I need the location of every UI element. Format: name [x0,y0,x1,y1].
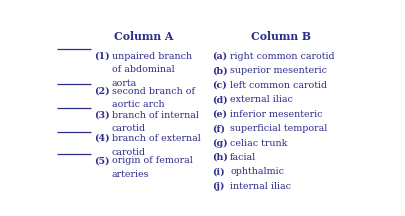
Text: unpaired branch: unpaired branch [112,52,192,61]
Text: right common carotid: right common carotid [230,52,335,61]
Text: (f): (f) [212,124,225,133]
Text: (e): (e) [212,110,227,119]
Text: external iliac: external iliac [230,95,293,104]
Text: (d): (d) [212,95,228,104]
Text: aorta: aorta [112,79,137,88]
Text: (5): (5) [94,156,109,165]
Text: (1): (1) [94,52,110,61]
Text: internal iliac: internal iliac [230,182,291,191]
Text: (a): (a) [212,52,227,61]
Text: celiac trunk: celiac trunk [230,138,288,148]
Text: superficial temporal: superficial temporal [230,124,328,133]
Text: (2): (2) [94,87,110,96]
Text: (c): (c) [212,81,227,90]
Text: Column B: Column B [252,31,311,42]
Text: carotid: carotid [112,124,146,133]
Text: aortic arch: aortic arch [112,100,164,109]
Text: branch of external: branch of external [112,134,201,143]
Text: superior mesenteric: superior mesenteric [230,66,327,75]
Text: second branch of: second branch of [112,87,195,96]
Text: Column A: Column A [113,31,173,42]
Text: (b): (b) [212,66,228,75]
Text: of abdominal: of abdominal [112,65,175,74]
Text: facial: facial [230,153,256,162]
Text: (3): (3) [94,111,110,120]
Text: carotid: carotid [112,148,146,157]
Text: left common carotid: left common carotid [230,81,327,90]
Text: (i): (i) [212,167,225,176]
Text: arteries: arteries [112,170,149,179]
Text: (g): (g) [212,138,228,148]
Text: origin of femoral: origin of femoral [112,156,193,165]
Text: (4): (4) [94,134,110,143]
Text: (h): (h) [212,153,228,162]
Text: branch of internal: branch of internal [112,111,199,120]
Text: ophthalmic: ophthalmic [230,167,284,176]
Text: inferior mesenteric: inferior mesenteric [230,110,323,119]
Text: (j): (j) [212,182,225,191]
